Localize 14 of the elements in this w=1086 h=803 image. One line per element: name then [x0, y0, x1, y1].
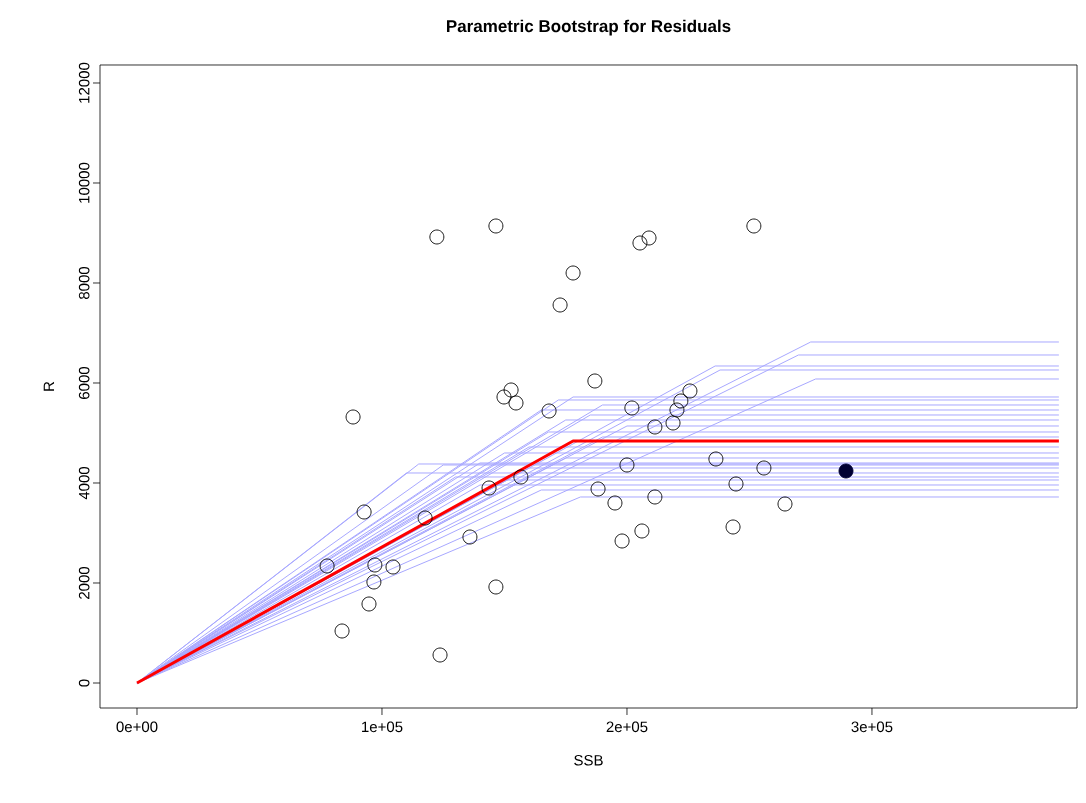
x-tick-label: 1e+05 [362, 721, 403, 733]
y-tick-label: 6000 [78, 366, 90, 399]
y-tick-label: 8000 [78, 266, 90, 300]
y-tick-label: 12000 [78, 62, 90, 103]
chart-title: Parametric Bootstrap for Residuals [446, 19, 731, 36]
y-axis-title: R [43, 381, 55, 391]
y-tick-label: 10000 [78, 162, 90, 203]
y-tick-label: 4000 [78, 466, 90, 500]
y-tick-label: 0 [78, 679, 90, 687]
x-tick-label: 0e+00 [116, 721, 158, 733]
x-axis-title: SSB [574, 754, 603, 766]
y-tick-label: 2000 [78, 566, 90, 599]
x-tick-label: 3e+05 [851, 721, 893, 733]
x-tick-label: 2e+05 [606, 721, 648, 733]
